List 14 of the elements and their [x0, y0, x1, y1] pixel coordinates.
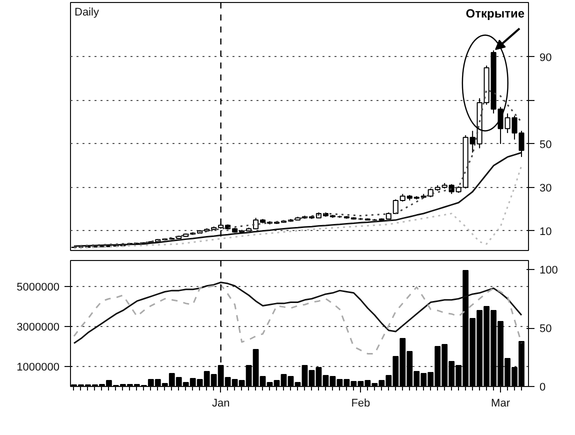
- y-tick-label: 10: [540, 226, 552, 238]
- chart-title: Daily: [74, 6, 100, 18]
- y2-tick-label: 100: [540, 264, 558, 277]
- x-tick-label: Jan: [212, 398, 230, 410]
- y-tick-label: 50: [540, 138, 552, 151]
- y-tick-label: 90: [540, 52, 552, 64]
- annotation: Открытие: [466, 6, 525, 20]
- y-tick-label: 30: [540, 182, 552, 194]
- x-tick-label: Feb: [351, 398, 370, 410]
- y-tick-label: 3000000: [16, 322, 60, 334]
- x-tick-label: Mar: [491, 398, 510, 410]
- y-tick-label: 5000000: [16, 282, 60, 294]
- y2-tick-label: 0: [540, 382, 546, 394]
- y-tick-label: 1000000: [16, 362, 60, 374]
